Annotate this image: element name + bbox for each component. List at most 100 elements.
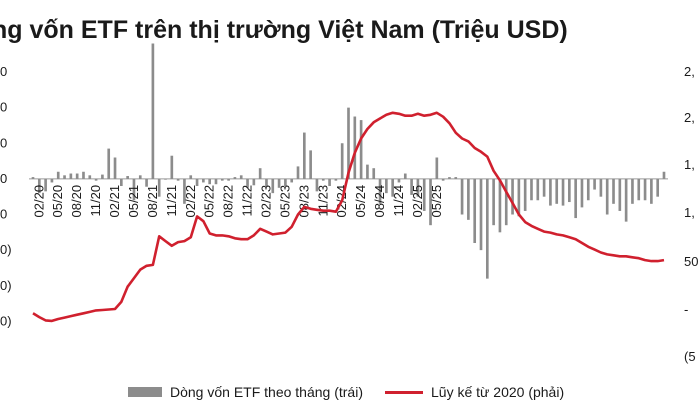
monthly-flow-bar	[637, 178, 641, 201]
left-axis-tick-label: 0)	[0, 278, 12, 293]
monthly-flow-bar	[650, 178, 653, 204]
monthly-flow-bar	[132, 178, 136, 201]
monthly-flow-bar	[353, 116, 357, 179]
monthly-flow-bar	[220, 178, 224, 181]
bar-series	[31, 43, 666, 279]
monthly-flow-bar	[517, 178, 521, 217]
monthly-flow-bar	[422, 178, 426, 211]
right-axis-tick-label: -	[684, 302, 688, 317]
monthly-flow-bar	[612, 178, 615, 204]
monthly-flow-bar	[50, 178, 54, 183]
monthly-flow-bar	[88, 175, 92, 179]
legend: Dòng vốn ETF theo tháng (trái) Lũy kế từ…	[0, 384, 700, 408]
x-tick-label: 05/24	[353, 185, 368, 218]
monthly-flow-bar	[82, 171, 85, 179]
monthly-flow-bar	[624, 178, 628, 222]
monthly-flow-bar	[586, 178, 590, 201]
monthly-flow-bar	[63, 175, 66, 179]
left-axis: 0 0 0 0 0 0) 0) 0)	[0, 64, 12, 328]
x-axis-ticks: 02/20 05/20 08/20 11/20 02/21 05/21 08/21 11/21…	[31, 185, 444, 218]
monthly-flow-bar	[315, 178, 319, 192]
monthly-flow-bar	[397, 178, 401, 183]
left-axis-tick-label: 0)	[0, 242, 12, 257]
monthly-flow-bar	[599, 178, 603, 197]
monthly-flow-bar	[101, 174, 104, 179]
monthly-flow-bar	[252, 178, 256, 186]
left-axis-tick-label: 0)	[0, 313, 12, 328]
monthly-flow-bar	[460, 178, 464, 215]
monthly-flow-bar	[429, 178, 432, 226]
x-tick-label: 02/21	[107, 185, 122, 218]
monthly-flow-bar	[403, 173, 407, 179]
monthly-flow-bar	[643, 178, 647, 201]
monthly-flow-bar	[492, 178, 495, 226]
monthly-flow-bar	[498, 178, 502, 233]
x-tick-label: 05/20	[50, 185, 65, 218]
monthly-flow-bar	[542, 178, 546, 197]
x-tick-label: 02/22	[183, 185, 198, 218]
x-tick-label: 08/20	[69, 185, 84, 218]
monthly-flow-bar	[574, 178, 577, 219]
monthly-flow-bar	[75, 173, 79, 179]
monthly-flow-bar	[284, 178, 287, 187]
monthly-flow-bar	[561, 178, 565, 206]
monthly-flow-bar	[385, 178, 388, 194]
monthly-flow-bar	[265, 178, 268, 187]
monthly-flow-bar	[189, 175, 193, 179]
monthly-flow-bar	[479, 178, 483, 251]
monthly-flow-bar	[448, 177, 451, 179]
monthly-flow-bar	[290, 178, 294, 183]
monthly-flow-bar	[656, 178, 660, 197]
monthly-flow-bar	[391, 178, 394, 197]
right-axis-tick-label: 50	[684, 254, 698, 269]
monthly-flow-bar	[416, 178, 420, 197]
monthly-flow-bar	[195, 178, 199, 187]
monthly-flow-bar	[145, 178, 148, 187]
monthly-flow-bar	[227, 178, 230, 181]
x-tick-label: 11/24	[391, 185, 406, 217]
x-tick-label: 11/21	[164, 185, 179, 217]
monthly-flow-bar	[662, 171, 666, 179]
monthly-flow-bar	[202, 178, 205, 183]
monthly-flow-bar	[467, 178, 470, 220]
monthly-flow-bar	[441, 178, 445, 181]
monthly-flow-bar	[580, 178, 584, 208]
monthly-flow-bar	[473, 178, 477, 244]
monthly-flow-bar	[164, 178, 167, 180]
legend-line-label: Lũy kế từ 2020 (phải)	[431, 384, 565, 400]
monthly-flow-bar	[549, 178, 552, 206]
monthly-flow-bar	[126, 176, 129, 179]
monthly-flow-bar	[183, 178, 186, 204]
x-tick-label: 05/25	[429, 185, 444, 218]
x-tick-label: 08/21	[145, 185, 160, 218]
monthly-flow-bar	[504, 178, 508, 226]
cumulative-line	[32, 111, 665, 323]
monthly-flow-bar	[69, 173, 73, 179]
monthly-flow-bar	[511, 178, 514, 215]
monthly-flow-bar	[151, 43, 155, 179]
monthly-flow-bar	[233, 177, 237, 179]
x-tick-label: 02/23	[259, 185, 274, 218]
monthly-flow-bar	[328, 178, 331, 187]
monthly-flow-bar	[271, 178, 275, 194]
monthly-flow-bar	[568, 178, 571, 203]
monthly-flow-bar	[530, 178, 533, 201]
monthly-flow-bar	[56, 171, 60, 179]
monthly-flow-bar	[239, 175, 243, 179]
legend-line-swatch	[385, 390, 423, 394]
monthly-flow-bar	[523, 178, 527, 211]
right-axis-tick-label: 2,	[684, 64, 695, 79]
monthly-flow-bar	[372, 168, 376, 179]
monthly-flow-bar	[113, 157, 117, 179]
monthly-flow-bar	[176, 178, 180, 181]
monthly-flow-bar	[157, 178, 161, 197]
monthly-flow-bar	[303, 132, 306, 179]
right-axis-tick-label: (5	[684, 349, 696, 364]
monthly-flow-bar	[321, 178, 325, 181]
x-tick-label: 08/23	[296, 185, 311, 218]
monthly-flow-bar	[536, 178, 540, 201]
monthly-flow-bar	[631, 178, 634, 204]
x-tick-label: 05/22	[202, 185, 217, 218]
monthly-flow-bar	[410, 178, 413, 195]
monthly-flow-bar	[485, 178, 489, 279]
